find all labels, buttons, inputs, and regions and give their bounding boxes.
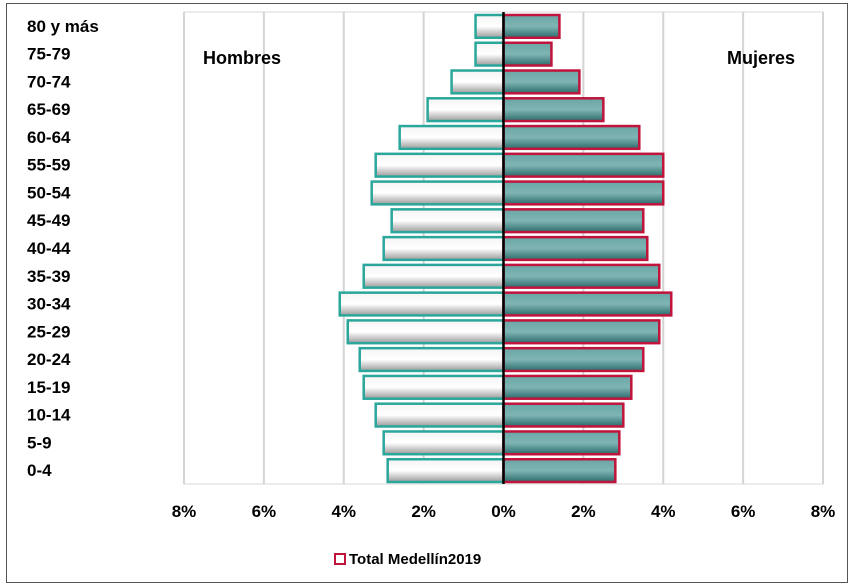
x-tick-label-1: 6% bbox=[252, 502, 277, 521]
annotation-hombres: Hombres bbox=[203, 48, 281, 68]
age-label-6: 50-54 bbox=[27, 183, 71, 202]
bar-hombres-3 bbox=[426, 97, 505, 123]
bar-hombres-10 bbox=[338, 291, 505, 317]
x-tick-label-5: 2% bbox=[571, 502, 596, 521]
bar-hombres-2 bbox=[450, 69, 505, 95]
age-label-14: 10-14 bbox=[27, 406, 71, 425]
bar-mujeres-8 bbox=[502, 235, 649, 262]
age-label-13: 15-19 bbox=[27, 378, 70, 397]
bar-mujeres-4 bbox=[502, 124, 641, 151]
bar-hombres-16 bbox=[386, 457, 505, 484]
population-pyramid-chart: 80 y más 75-79 70-74 65-69 60-64 55-59 50-54 45… bbox=[27, 11, 836, 568]
bar-hombres-9 bbox=[362, 263, 505, 289]
age-label-1: 75-79 bbox=[27, 45, 70, 64]
age-label-5: 55-59 bbox=[27, 156, 70, 175]
bar-mujeres-6 bbox=[502, 180, 665, 206]
bar-hombres-4 bbox=[398, 124, 505, 151]
x-tick-labels: 8% 6% 4% 2% 0% 2% 4% 6% 8% bbox=[172, 502, 836, 521]
bar-hombres-12 bbox=[358, 346, 505, 373]
x-tick-label-4: 0% bbox=[491, 502, 516, 521]
x-tick-label-2: 4% bbox=[331, 502, 356, 521]
bar-mujeres-12 bbox=[502, 346, 645, 373]
bar-hombres-6 bbox=[370, 180, 505, 206]
legend-swatch bbox=[334, 553, 346, 565]
legend: Total Medellín2019 bbox=[334, 551, 481, 568]
bar-hombres-1 bbox=[474, 41, 505, 67]
bar-mujeres-7 bbox=[502, 208, 645, 234]
age-label-9: 35-39 bbox=[27, 267, 70, 286]
bar-mujeres-1 bbox=[502, 41, 553, 67]
bar-mujeres-11 bbox=[502, 319, 661, 345]
bar-mujeres-14 bbox=[502, 402, 625, 428]
bar-mujeres-13 bbox=[502, 374, 633, 400]
bar-mujeres-9 bbox=[502, 263, 661, 289]
bar-mujeres-0 bbox=[502, 13, 561, 40]
bar-hombres-7 bbox=[390, 208, 505, 234]
bar-hombres-5 bbox=[374, 152, 505, 178]
bar-mujeres-3 bbox=[502, 97, 605, 123]
age-labels: 80 y más 75-79 70-74 65-69 60-64 55-59 50-54 45… bbox=[27, 17, 99, 480]
bar-mujeres-10 bbox=[502, 291, 673, 317]
bar-hombres-8 bbox=[382, 235, 505, 262]
bar-hombres-0 bbox=[474, 13, 505, 40]
x-tick-label-0: 8% bbox=[172, 502, 197, 521]
bar-hombres-11 bbox=[346, 319, 505, 345]
bar-mujeres-15 bbox=[502, 430, 621, 456]
x-tick-label-8: 8% bbox=[811, 502, 836, 521]
age-label-16: 0-4 bbox=[27, 461, 52, 480]
bar-mujeres-5 bbox=[502, 152, 665, 178]
bar-hombres-13 bbox=[362, 374, 505, 400]
bar-hombres-14 bbox=[374, 402, 505, 428]
age-label-11: 25-29 bbox=[27, 322, 70, 341]
age-label-4: 60-64 bbox=[27, 128, 71, 147]
age-label-15: 5-9 bbox=[27, 433, 52, 452]
bar-hombres-15 bbox=[382, 430, 505, 456]
x-tick-label-3: 2% bbox=[411, 502, 436, 521]
age-label-3: 65-69 bbox=[27, 100, 70, 119]
chart-frame: 80 y más 75-79 70-74 65-69 60-64 55-59 50-54 45… bbox=[6, 3, 848, 583]
bar-mujeres-2 bbox=[502, 69, 581, 95]
age-label-10: 30-34 bbox=[27, 295, 71, 314]
x-tick-label-6: 4% bbox=[651, 502, 676, 521]
bars bbox=[338, 12, 673, 484]
annotation-mujeres: Mujeres bbox=[727, 48, 795, 68]
bar-mujeres-16 bbox=[502, 457, 617, 484]
age-label-2: 70-74 bbox=[27, 72, 71, 91]
x-tick-label-7: 6% bbox=[731, 502, 756, 521]
age-label-8: 40-44 bbox=[27, 239, 71, 258]
age-label-12: 20-24 bbox=[27, 350, 71, 369]
age-label-7: 45-49 bbox=[27, 211, 70, 230]
age-label-0: 80 y más bbox=[27, 17, 99, 36]
legend-label: Total Medellín2019 bbox=[349, 551, 481, 568]
